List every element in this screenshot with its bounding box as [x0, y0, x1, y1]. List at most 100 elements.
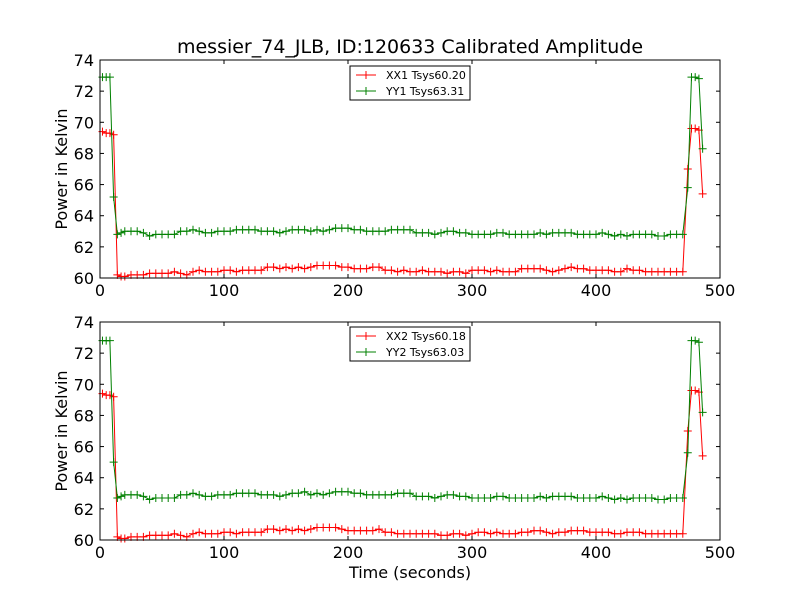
data-point — [275, 228, 284, 237]
data-point — [660, 231, 669, 240]
y-tick-label: 62 — [74, 238, 94, 257]
data-point — [542, 266, 551, 275]
data-point — [598, 492, 607, 501]
y-axis-label: Power in Kelvin — [52, 108, 71, 229]
data-point — [251, 489, 259, 498]
data-point — [698, 144, 707, 153]
y-tick-label: 72 — [74, 82, 94, 101]
data-point — [698, 408, 707, 417]
data-point — [455, 529, 464, 538]
data-point — [288, 526, 297, 535]
x-tick-label: 100 — [209, 543, 240, 562]
data-point — [412, 267, 421, 276]
data-point — [437, 267, 445, 276]
data-point — [139, 492, 148, 501]
data-point — [548, 267, 557, 276]
legend: XX2 Tsys60.18 YY2 Tsys63.03 — [349, 326, 471, 362]
axes-frame — [99, 321, 721, 541]
data-point — [213, 529, 222, 538]
axes-frame — [99, 59, 721, 279]
x-tick-label: 500 — [705, 281, 736, 300]
data-point — [548, 529, 557, 538]
x-tick-label: 300 — [457, 281, 488, 300]
data-point — [170, 493, 179, 502]
data-point — [109, 392, 118, 401]
panels: 0 100 200 300 400 500 60 62 64 66 68 70 72 74 Power in… — [52, 51, 735, 582]
data-point — [109, 193, 118, 202]
data-point — [269, 227, 278, 236]
data-point — [430, 230, 439, 239]
data-point — [105, 336, 114, 345]
legend: XX1 Tsys60.20 YY1 Tsys63.31 — [349, 65, 471, 101]
data-point — [381, 227, 390, 236]
data-point — [610, 231, 619, 240]
data-point — [275, 492, 284, 501]
data-point — [691, 386, 700, 395]
data-point — [356, 225, 365, 234]
y-tick-label: 74 — [74, 313, 94, 332]
x-tick-label: 200 — [333, 543, 364, 562]
data-point — [375, 525, 383, 534]
data-point — [344, 263, 352, 272]
data-point — [344, 224, 352, 233]
data-point — [282, 263, 290, 272]
x-tick-label: 100 — [209, 281, 240, 300]
data-point — [182, 227, 191, 236]
legend-box — [349, 65, 471, 101]
data-point — [579, 264, 588, 273]
data-point — [105, 391, 114, 400]
data-point — [530, 230, 538, 239]
data-point — [542, 493, 551, 502]
data-point — [300, 264, 309, 273]
data-point — [449, 490, 458, 499]
data-point — [319, 227, 328, 236]
data-point — [294, 263, 303, 272]
legend-box — [349, 326, 471, 362]
data-point — [455, 267, 464, 276]
y-tick-label: 68 — [74, 144, 94, 163]
data-point — [288, 264, 297, 273]
data-point — [694, 74, 703, 83]
legend-label: XX1 Tsys60.20 — [386, 69, 466, 82]
data-point — [120, 272, 129, 281]
data-point — [579, 526, 588, 535]
data-point — [683, 448, 692, 457]
data-point — [492, 528, 501, 537]
y-tick-label: 60 — [74, 269, 94, 288]
data-point — [616, 267, 625, 276]
y-tick-label: 72 — [74, 344, 94, 363]
data-point — [282, 490, 290, 499]
data-point — [461, 492, 470, 501]
data-point — [113, 230, 122, 239]
data-point — [616, 493, 625, 502]
y-axis-label: Power in Kelvin — [52, 370, 71, 491]
legend-marker — [362, 71, 370, 79]
data-point — [257, 266, 266, 275]
data-point — [275, 526, 284, 535]
data-point — [195, 490, 204, 499]
data-point — [443, 531, 452, 540]
data-point — [424, 492, 433, 501]
data-point — [176, 269, 185, 278]
data-point — [424, 228, 433, 237]
data-point — [635, 528, 644, 537]
data-point — [251, 225, 259, 234]
data-point — [437, 228, 445, 237]
data-point — [449, 227, 458, 236]
data-point — [145, 231, 154, 240]
legend-label: XX2 Tsys60.18 — [386, 330, 466, 343]
data-point — [567, 263, 576, 272]
data-point — [269, 263, 278, 272]
data-point — [257, 528, 266, 537]
data-point — [486, 529, 495, 538]
data-point — [511, 267, 520, 276]
data-point — [337, 525, 346, 534]
data-point — [113, 493, 122, 502]
data-point — [117, 492, 126, 501]
data-point — [480, 266, 489, 275]
data-point — [170, 529, 179, 538]
data-point — [109, 130, 118, 139]
data-point — [170, 267, 179, 276]
data-point — [678, 493, 687, 502]
data-point — [164, 269, 173, 278]
